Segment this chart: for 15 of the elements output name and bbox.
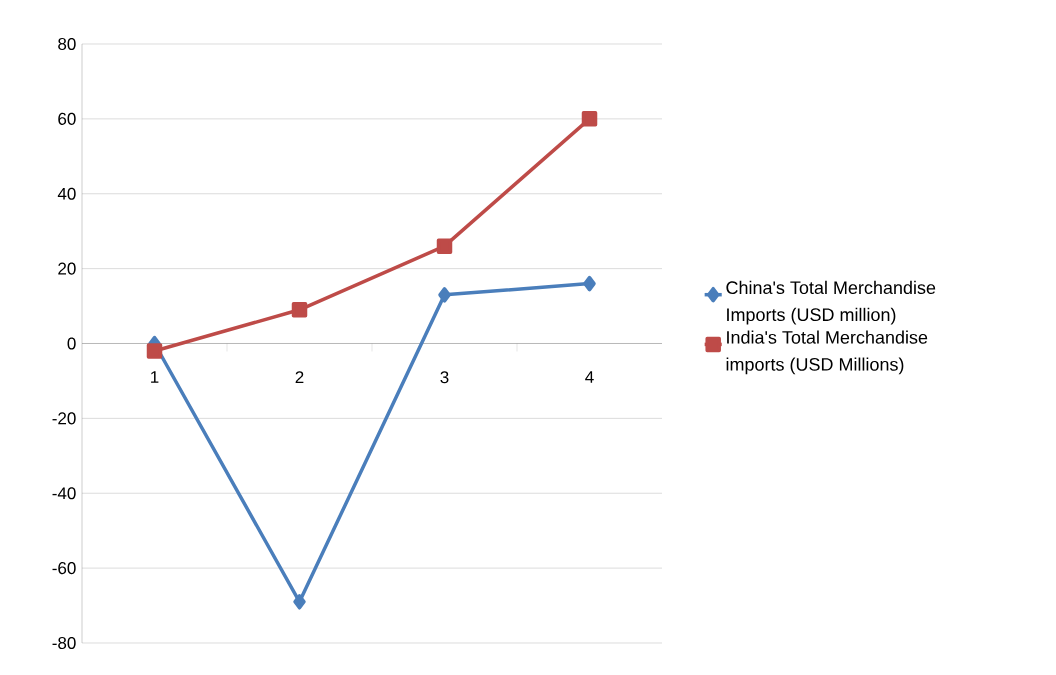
x-tick-label: 4 xyxy=(585,371,594,383)
x-tick-label: 1 xyxy=(151,371,159,383)
y-tick-label: 0 xyxy=(67,337,76,350)
y-tick-label: -20 xyxy=(52,412,76,425)
x-tick-label: 3 xyxy=(440,371,449,384)
y-tick-label: 20 xyxy=(58,262,76,275)
y-tick-label: 40 xyxy=(57,187,76,200)
y-tick-label: -40 xyxy=(52,487,76,500)
x-tick-label: 2 xyxy=(295,371,304,384)
y-tick-label: -60 xyxy=(52,562,76,575)
legend-label: China's Total Merchandise Imports (USD million) xyxy=(726,280,936,325)
legend-label: India's Total Merchandise imports (USD Millions) xyxy=(726,330,928,375)
y-tick-label: 60 xyxy=(58,112,76,125)
y-tick-label: -80 xyxy=(52,636,76,650)
y-tick-label: 80 xyxy=(58,37,76,51)
